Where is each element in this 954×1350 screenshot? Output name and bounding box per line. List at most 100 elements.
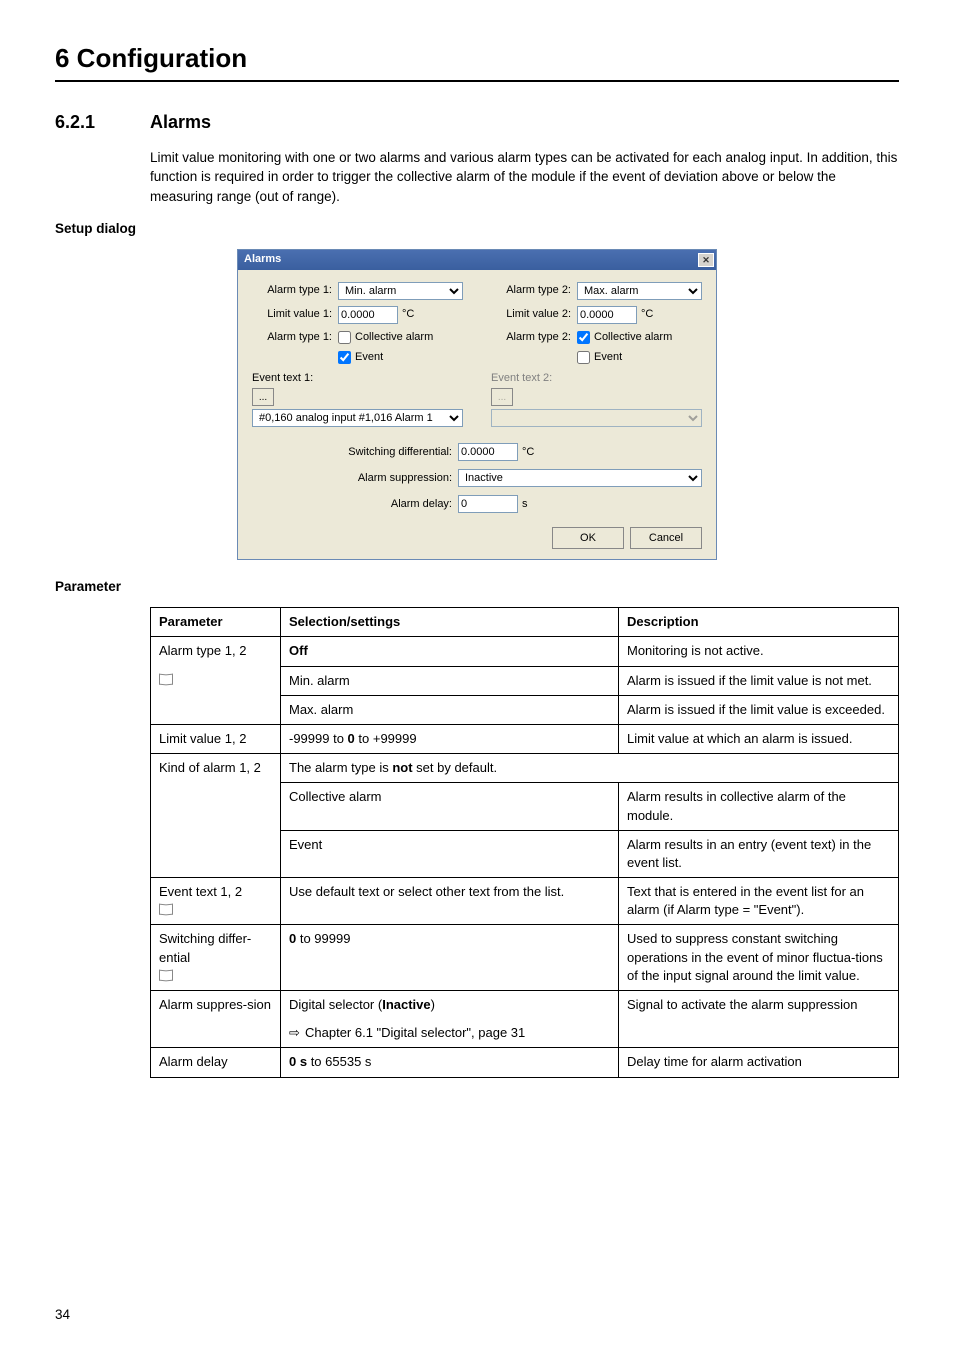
section-title: Alarms [150,110,211,135]
parameter-heading: Parameter [55,578,899,597]
ok-button[interactable]: OK [552,527,624,549]
chapter-title: 6 Configuration [55,40,899,82]
param-description: Limit value at which an alarm is issued. [619,724,899,753]
table-row: Alarm suppres-​sion Digital selector (In… [151,991,899,1020]
table-row: Kind of alarm 1, 2 The alarm type is not… [151,754,899,783]
intro-paragraph: Limit value monitoring with one or two a… [150,148,899,207]
param-selection: Off [281,637,619,666]
book-icon [159,904,173,914]
event-1-checkbox[interactable] [338,351,351,364]
setup-dialog-heading: Setup dialog [55,220,899,239]
alarm-delay-label: Alarm delay: [252,497,452,512]
param-name [151,666,281,695]
limit-value-1-unit: °C [402,307,424,322]
switching-differential-input[interactable] [458,443,518,461]
dialog-titlebar: Alarms ✕ [238,250,716,270]
param-selection: -99999 to 0 to +99999 [281,724,619,753]
dialog-title: Alarms [244,252,281,267]
event-text-1-browse-button[interactable]: ... [252,388,274,406]
param-name: Alarm type 1, 2 [151,637,281,666]
alarm-delay-unit: s [522,497,544,512]
table-row: Max. alarm Alarm is issued if the limit … [151,695,899,724]
param-name [151,830,281,877]
param-description [619,1019,899,1048]
param-selection: The alarm type is not set by default. [281,754,899,783]
book-icon [159,674,173,684]
param-name [151,695,281,724]
param-selection: Max. alarm [281,695,619,724]
collective-alarm-1-label: Collective alarm [355,330,433,345]
cancel-button[interactable]: Cancel [630,527,702,549]
section-heading: 6.2.1 Alarms [55,110,899,135]
event-text-2-select [491,409,702,427]
param-name: Event text 1, 2 [151,878,281,925]
table-header-row: Parameter Selection/settings Description [151,608,899,637]
param-name: Switching differ-​ential [151,925,281,991]
table-row: Switching differ-​ential 0 to 99999 Used… [151,925,899,991]
param-selection: Min. alarm [281,666,619,695]
param-description: Signal to activate the alarm suppression [619,991,899,1020]
param-selection: ⇨Chapter 6.1 "Digital selector", page 31 [281,1019,619,1048]
alarms-dialog: Alarms ✕ Alarm type 1: Min. alarm Limit … [237,249,717,560]
switching-differential-unit: °C [522,445,544,460]
alarm-1-column: Alarm type 1: Min. alarm Limit value 1: … [252,282,463,427]
event-2-label: Event [594,350,622,365]
param-description: Alarm is issued if the limit value is no… [619,666,899,695]
param-selection: 0 s to 65535 s [281,1048,619,1077]
page-number: 34 [55,1306,70,1325]
param-selection: Event [281,830,619,877]
limit-value-1-input[interactable] [338,306,398,324]
parameter-table: Parameter Selection/settings Description… [150,607,899,1077]
table-row: Alarm delay 0 s to 65535 s Delay time fo… [151,1048,899,1077]
alarm-type-2-label: Alarm type 2: [491,283,571,298]
alarm-suppression-label: Alarm suppression: [252,471,452,486]
event-text-1-select[interactable]: #0,160 analog input #1,016 Alarm 1 [252,409,463,427]
section-number: 6.2.1 [55,110,150,135]
param-selection: Collective alarm [281,783,619,830]
param-name [151,783,281,830]
limit-value-2-input[interactable] [577,306,637,324]
limit-value-2-label: Limit value 2: [491,307,571,322]
event-text-2-label: Event text 2: [491,371,702,386]
collective-alarm-1-checkbox[interactable] [338,331,351,344]
collective-alarm-2-label: Collective alarm [594,330,672,345]
table-row: Event text 1, 2 Use default text or sele… [151,878,899,925]
kind-2-label: Alarm type 2: [491,330,571,345]
event-1-label: Event [355,350,383,365]
event-2-checkbox[interactable] [577,351,590,364]
param-description: Alarm results in collective alarm of the… [619,783,899,830]
param-selection: 0 to 99999 [281,925,619,991]
table-row: Alarm type 1, 2 Off Monitoring is not ac… [151,637,899,666]
param-selection: Use default text or select other text fr… [281,878,619,925]
kind-1-label: Alarm type 1: [252,330,332,345]
event-text-2-browse-button: ... [491,388,513,406]
header-description: Description [619,608,899,637]
alarm-type-2-select[interactable]: Max. alarm [577,282,702,300]
book-icon [159,970,173,980]
param-description: Delay time for alarm activation [619,1048,899,1077]
limit-value-2-unit: °C [641,307,663,322]
param-selection: Digital selector (Inactive) [281,991,619,1020]
header-selection: Selection/settings [281,608,619,637]
event-text-1-label: Event text 1: [252,371,463,386]
param-description: Monitoring is not active. [619,637,899,666]
param-name: Alarm delay [151,1048,281,1077]
alarm-2-column: Alarm type 2: Max. alarm Limit value 2: … [491,282,702,427]
collective-alarm-2-checkbox[interactable] [577,331,590,344]
alarm-type-1-select[interactable]: Min. alarm [338,282,463,300]
param-name: Kind of alarm 1, 2 [151,754,281,783]
param-description: Alarm results in an entry (event text) i… [619,830,899,877]
table-row: Min. alarm Alarm is issued if the limit … [151,666,899,695]
param-description: Alarm is issued if the limit value is ex… [619,695,899,724]
param-description: Used to suppress constant switching oper… [619,925,899,991]
param-description: Text that is entered in the event list f… [619,878,899,925]
alarm-delay-input[interactable] [458,495,518,513]
alarm-suppression-select[interactable]: Inactive [458,469,702,487]
table-row: Collective alarm Alarm results in collec… [151,783,899,830]
close-icon[interactable]: ✕ [698,253,714,267]
alarm-type-1-label: Alarm type 1: [252,283,332,298]
param-name: Alarm suppres-​sion [151,991,281,1020]
param-name: Limit value 1, 2 [151,724,281,753]
table-row: ⇨Chapter 6.1 "Digital selector", page 31 [151,1019,899,1048]
reference-arrow-icon: ⇨ [289,1024,305,1042]
